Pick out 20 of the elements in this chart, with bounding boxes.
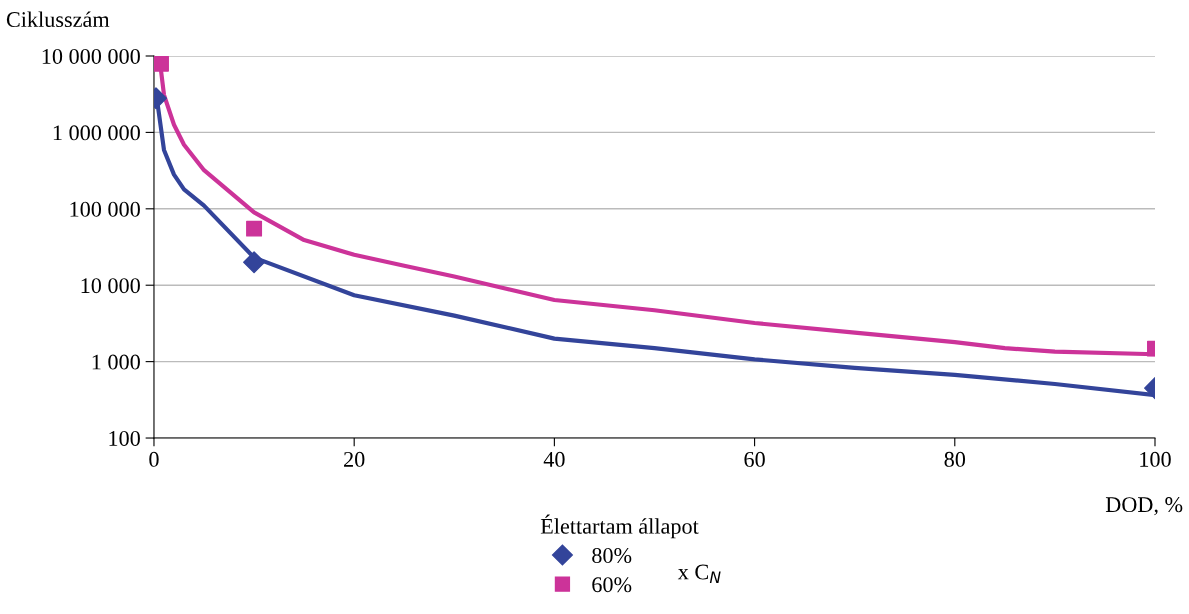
x-axis-title: DOD, % — [1105, 497, 1183, 516]
text: x C$_{N}$ — [677, 564, 721, 583]
y-tick-label: 10 000 — [81, 278, 140, 294]
legend-title: Élettartam állapot — [540, 514, 699, 539]
x-tick-label: 20 — [344, 451, 365, 467]
x-tick-label: 60 — [744, 451, 765, 467]
legend-label: 60% — [592, 577, 632, 593]
x-tick-label: 40 — [543, 451, 565, 467]
point — [246, 220, 263, 237]
point — [153, 56, 169, 72]
y-tick-label: 1 000 — [92, 354, 140, 370]
y-tick-label: 100 000 — [70, 201, 140, 217]
y-tick-label: 100 — [109, 430, 140, 446]
x-tick-label: 80 — [944, 451, 966, 467]
y-tick-label: 10 000 000 — [42, 48, 140, 64]
x-tick-label: 100 — [1140, 451, 1171, 467]
legend-label: 80% — [592, 548, 632, 564]
y-tick-label: 1 000 000 — [53, 125, 140, 141]
y-axis-title: Ciklusszám — [6, 11, 110, 28]
x-tick-label: 0 — [149, 451, 159, 467]
